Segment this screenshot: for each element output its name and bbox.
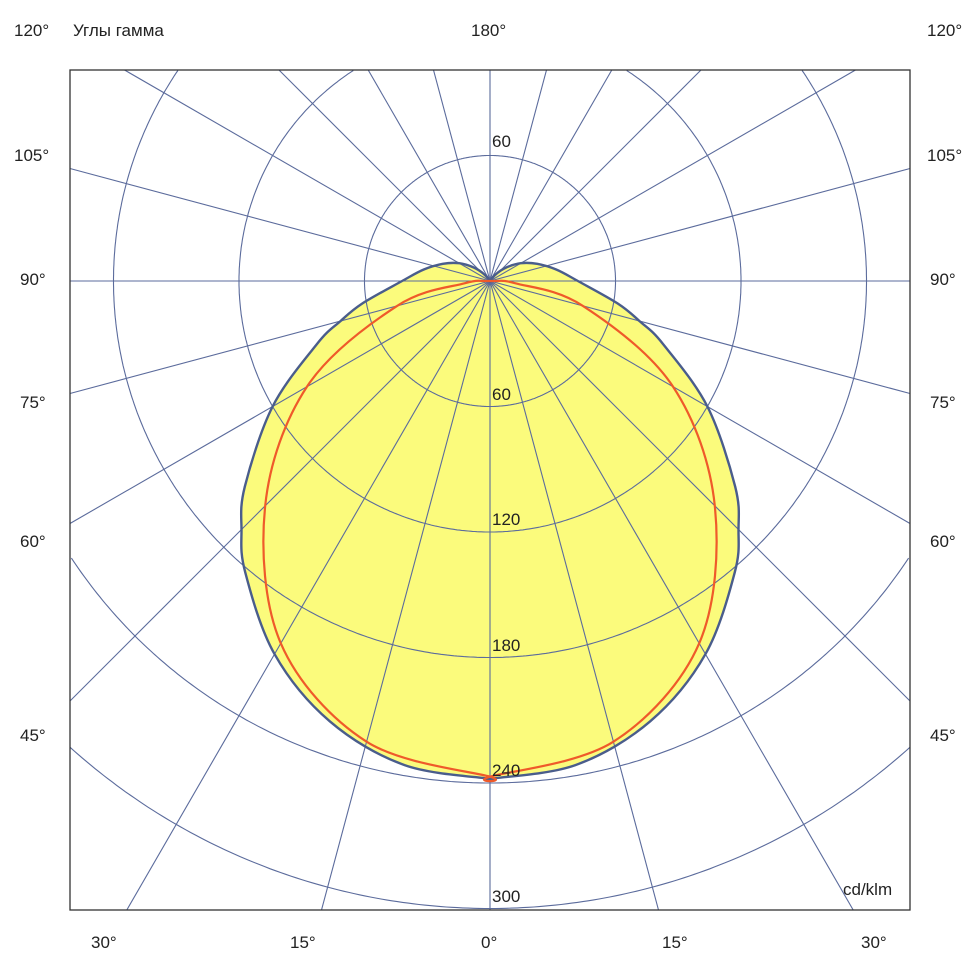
angle-label-right: 60°: [930, 532, 956, 551]
angle-label-bottom: 0°: [481, 933, 498, 952]
grid-radial-line: [489, 69, 702, 282]
angle-label-top-center: 180°: [471, 21, 507, 40]
angle-label-top-left: 120°: [14, 21, 50, 40]
grid-radial-line: [278, 69, 491, 282]
angle-label-left: 105°: [14, 146, 50, 165]
grid-radial-line: [124, 69, 491, 282]
angle-label-bottom: 15°: [662, 933, 688, 952]
angle-label-left: 60°: [20, 532, 46, 551]
grid-radial-line: [432, 69, 491, 282]
grid-ring: [112, 70, 868, 659]
grid-radial-line: [69, 280, 491, 395]
grid-radial-line: [69, 280, 491, 524]
ring-label: 240: [492, 761, 521, 780]
grid-radial-line: [69, 280, 491, 702]
angle-label-top-right: 120°: [927, 21, 963, 40]
angle-label-left: 75°: [20, 393, 46, 412]
angle-label-left: 45°: [20, 726, 46, 745]
angle-label-bottom: 30°: [91, 933, 117, 952]
angle-label-bottom: 30°: [861, 933, 887, 952]
intensity-curve-red: [262, 279, 718, 783]
grid-radial-line: [489, 280, 660, 911]
ring-label: 180: [492, 635, 521, 655]
angle-label-right: 90°: [930, 270, 956, 289]
grid-radial-line: [69, 167, 491, 282]
unit-label: cd/klm: [843, 880, 893, 899]
angle-label-right: 105°: [927, 146, 963, 165]
grid-radial-line: [320, 280, 491, 911]
angle-label-right: 45°: [930, 726, 956, 745]
angle-label-bottom: 15°: [290, 933, 316, 952]
ring-label: 60: [492, 384, 511, 404]
ring-label: 300: [492, 886, 521, 906]
grid-radial-line: [367, 69, 491, 282]
grid-radial-line: [489, 280, 854, 911]
grid-radial-line: [489, 280, 911, 702]
grid-radial-line: [489, 280, 911, 395]
grid-ring: [69, 746, 911, 910]
grid-ring: [70, 557, 910, 784]
ring-label: 120: [492, 510, 521, 529]
ring-label-top: 60: [492, 132, 511, 151]
angle-label-left: 90°: [20, 270, 46, 289]
grid-radial-line: [489, 280, 911, 524]
plot-frame: [69, 69, 911, 911]
grid-radial-line: [489, 69, 548, 282]
grid-radial-line: [489, 69, 613, 282]
grid-radial-line: [489, 167, 911, 282]
grid-radial-line: [489, 69, 856, 282]
grid-radial-line: [126, 280, 491, 911]
angle-label-right: 75°: [930, 393, 956, 412]
chart-title: Углы гамма: [73, 21, 164, 40]
grid-ring: [238, 70, 742, 533]
